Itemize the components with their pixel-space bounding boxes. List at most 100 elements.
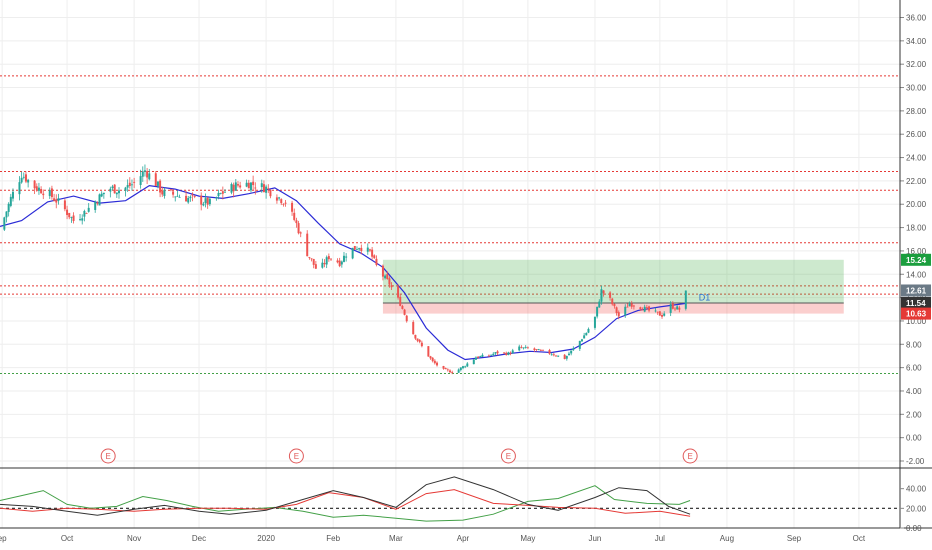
y-tick-label: 2.00 (906, 410, 922, 419)
candle-body (130, 184, 133, 186)
candle-body (321, 262, 324, 268)
candle-body (265, 186, 268, 193)
candle-body (552, 354, 555, 356)
candle-body (342, 255, 345, 262)
candle-body (593, 316, 596, 328)
profit-zone[interactable] (382, 259, 844, 303)
candle-body (626, 306, 629, 308)
candle-body (254, 187, 257, 189)
earnings-icon[interactable] (500, 448, 516, 464)
candle-body (310, 258, 313, 260)
horizontal-levels[interactable] (0, 75, 900, 374)
candle-body (457, 369, 460, 373)
candle-body (5, 211, 8, 218)
candle-body (57, 198, 60, 201)
long-position-tool[interactable]: D1 (382, 259, 844, 314)
candle-body (148, 173, 151, 180)
candle-body (128, 182, 131, 186)
candle-body (3, 217, 6, 230)
candle-body (436, 362, 439, 366)
x-tick-label: Mar (389, 534, 403, 543)
candle-body (451, 371, 454, 373)
candle-body (139, 176, 142, 185)
price-badge (901, 296, 931, 309)
x-tick-label: Aug (720, 534, 734, 543)
candle-body (308, 256, 311, 258)
indicator-series-line (0, 476, 691, 516)
earnings-icon[interactable] (100, 448, 116, 464)
y-tick-label: 14.00 (906, 270, 927, 279)
candle-body (567, 353, 570, 356)
candle-body (18, 182, 21, 195)
candle-body (401, 306, 404, 309)
x-tick-label: ep (0, 534, 7, 543)
candle-body (345, 256, 348, 258)
candle-body (550, 354, 553, 356)
candle-body (548, 350, 551, 354)
candle-body (505, 352, 508, 355)
y-tick-label: 20.00 (906, 200, 927, 209)
candle-body (141, 171, 144, 177)
candle-body (48, 190, 51, 196)
candle-body (22, 176, 25, 178)
candle-body (656, 311, 659, 313)
price-badge (901, 253, 931, 266)
candle-body (169, 189, 172, 191)
candle-body (628, 303, 631, 307)
x-tick-label: Apr (457, 534, 470, 543)
candle-body (146, 171, 149, 178)
y-tick-label: 24.00 (906, 154, 927, 163)
candle-body (87, 207, 90, 212)
candle-body (474, 357, 477, 360)
y-tick-label: 10.00 (906, 317, 927, 326)
candle-body (66, 209, 69, 215)
candle-body (72, 215, 75, 221)
earnings-icon[interactable] (288, 448, 304, 464)
candle-body (70, 217, 73, 218)
candle-body (375, 258, 378, 265)
loss-zone[interactable] (382, 302, 844, 314)
candle-body (615, 307, 618, 313)
candle-body (40, 189, 43, 194)
candle-body (578, 340, 581, 349)
candle-body (477, 356, 480, 358)
earnings-label: E (106, 452, 111, 461)
candle-body (557, 355, 560, 357)
candle-body (267, 188, 270, 190)
candle-body (208, 198, 211, 205)
candle-body (159, 180, 162, 193)
candle-body (217, 192, 220, 197)
candle-body (42, 193, 45, 196)
candle-body (600, 289, 603, 302)
candle-body (416, 338, 419, 341)
candle-body (79, 219, 82, 220)
y-tick-label: 18.00 (906, 224, 927, 233)
candle-body (542, 349, 545, 351)
candle-body (245, 182, 248, 187)
position-label: D1 (699, 293, 711, 303)
candle-body (648, 306, 651, 311)
price-badge (901, 284, 931, 297)
candle-body (381, 265, 384, 277)
candle-body (464, 366, 467, 368)
candle-body (539, 349, 542, 351)
candle-body (68, 212, 71, 218)
candle-body (115, 192, 118, 195)
candle-body (481, 354, 484, 357)
candle-body (412, 322, 415, 335)
candle-body (403, 309, 406, 315)
candle-body (202, 203, 205, 206)
candle-body (466, 363, 469, 367)
candle-body (312, 258, 315, 265)
candle-body (280, 199, 283, 204)
candle-body (609, 292, 612, 298)
candle-body (535, 349, 538, 350)
earnings-icon[interactable] (682, 448, 698, 464)
indicator-y-tick-label: 40.00 (906, 485, 927, 494)
indicator-y-tick-label: 20.00 (906, 504, 927, 513)
candle-body (11, 191, 14, 199)
candle-body (247, 182, 250, 189)
candle-body (479, 356, 482, 358)
